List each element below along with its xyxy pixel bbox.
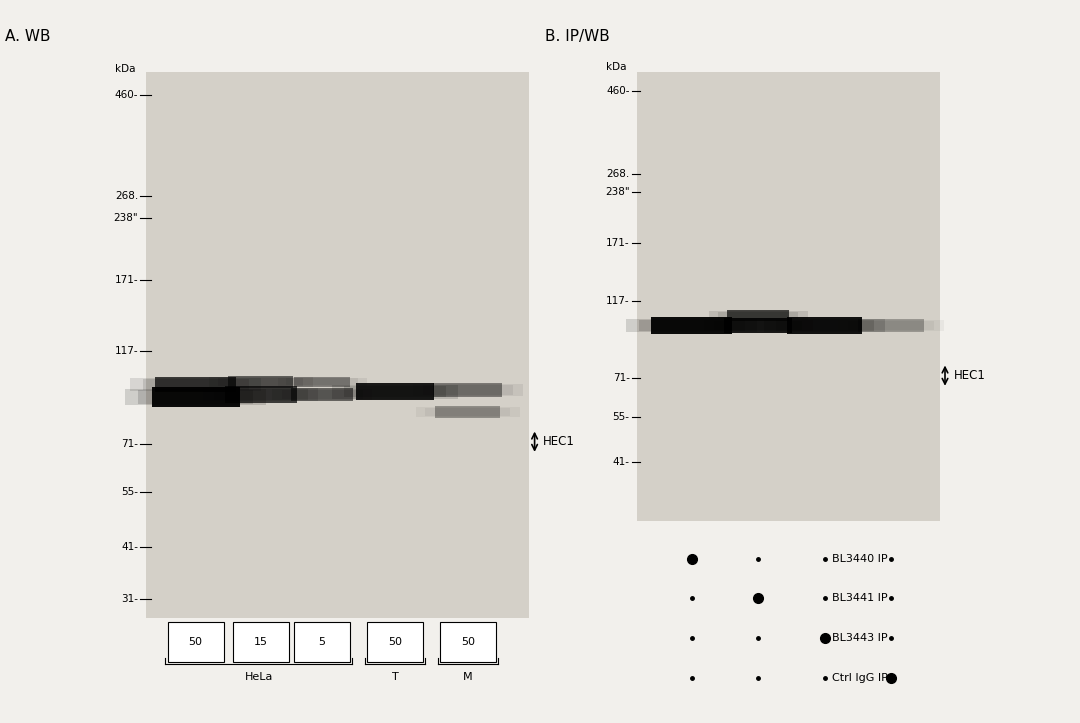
Text: 460-: 460- xyxy=(114,90,138,100)
Text: M: M xyxy=(463,672,473,683)
Text: 41-: 41- xyxy=(121,542,138,552)
Text: 55-: 55- xyxy=(612,412,630,422)
Bar xyxy=(637,72,940,521)
Text: HEC1: HEC1 xyxy=(954,369,986,382)
Bar xyxy=(203,388,319,401)
Text: 268.: 268. xyxy=(114,191,138,201)
Bar xyxy=(724,318,793,333)
Text: A. WB: A. WB xyxy=(5,29,51,44)
Bar xyxy=(848,321,934,330)
Text: 71-: 71- xyxy=(121,440,138,449)
Bar xyxy=(423,385,513,395)
Bar xyxy=(154,377,237,393)
Text: Ctrl IgG IP: Ctrl IgG IP xyxy=(832,673,888,683)
Bar xyxy=(765,319,886,332)
Bar xyxy=(704,320,812,331)
Text: 268.: 268. xyxy=(606,169,630,179)
Bar xyxy=(125,389,266,406)
Bar xyxy=(294,622,350,662)
Bar xyxy=(282,390,363,399)
Bar xyxy=(433,383,502,397)
Bar xyxy=(638,320,745,331)
Bar xyxy=(838,320,944,331)
Bar xyxy=(440,622,496,662)
Text: 238": 238" xyxy=(605,187,630,197)
Bar xyxy=(167,622,224,662)
Bar xyxy=(225,386,297,403)
Bar xyxy=(295,377,350,387)
Text: 5: 5 xyxy=(319,637,326,646)
Text: 117-: 117- xyxy=(606,296,630,306)
Text: BL3443 IP: BL3443 IP xyxy=(832,633,888,643)
Text: 50: 50 xyxy=(461,637,475,646)
Text: 117-: 117- xyxy=(114,346,138,356)
Bar xyxy=(858,319,924,333)
Bar xyxy=(651,317,732,334)
Bar xyxy=(626,319,757,333)
Bar xyxy=(208,377,313,387)
Bar xyxy=(143,380,248,390)
Bar xyxy=(718,312,798,319)
Bar xyxy=(131,378,261,390)
Text: 50: 50 xyxy=(189,637,203,646)
Bar xyxy=(278,377,366,386)
Bar xyxy=(787,317,863,333)
Bar xyxy=(416,407,519,416)
Bar xyxy=(355,383,434,401)
Bar xyxy=(367,622,423,662)
Text: BL3440 IP: BL3440 IP xyxy=(832,554,888,563)
Text: BL3441 IP: BL3441 IP xyxy=(832,594,888,603)
Text: 50: 50 xyxy=(388,637,402,646)
Bar xyxy=(286,378,359,385)
Bar xyxy=(714,321,802,330)
Bar xyxy=(151,387,240,408)
Text: HEC1: HEC1 xyxy=(543,435,576,448)
Text: 41-: 41- xyxy=(612,457,630,467)
Text: 71-: 71- xyxy=(612,373,630,382)
Text: B. IP/WB: B. IP/WB xyxy=(545,29,610,44)
Bar xyxy=(435,406,500,418)
Bar xyxy=(343,386,446,398)
Bar xyxy=(138,390,253,404)
Bar xyxy=(233,622,289,662)
Text: 171-: 171- xyxy=(606,238,630,248)
Text: 238": 238" xyxy=(113,213,138,223)
Text: 15: 15 xyxy=(254,637,268,646)
Bar xyxy=(146,72,529,618)
Text: T: T xyxy=(392,672,399,683)
Text: 31-: 31- xyxy=(121,594,138,604)
Bar xyxy=(291,388,353,401)
Text: kDa: kDa xyxy=(114,64,135,74)
Text: 460-: 460- xyxy=(606,86,630,96)
Bar xyxy=(708,311,808,320)
Text: 171-: 171- xyxy=(114,275,138,285)
Bar xyxy=(333,385,458,398)
Bar xyxy=(727,310,789,320)
Bar xyxy=(272,389,372,400)
Bar xyxy=(426,408,510,416)
Bar xyxy=(218,378,303,386)
Bar xyxy=(775,320,874,331)
Bar xyxy=(214,389,308,400)
Text: kDa: kDa xyxy=(606,62,626,72)
Bar xyxy=(228,376,294,388)
Bar xyxy=(413,385,523,395)
Text: 55-: 55- xyxy=(121,487,138,497)
Text: HeLa: HeLa xyxy=(245,672,273,683)
